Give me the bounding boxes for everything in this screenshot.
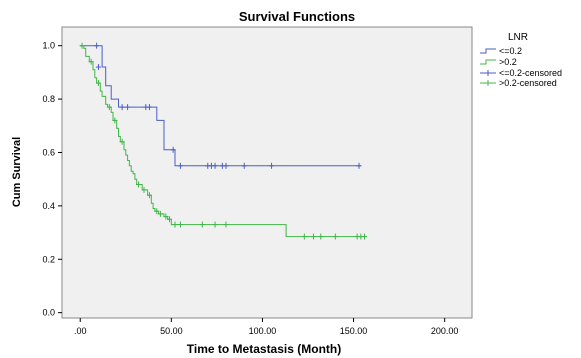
- censor-mark: [332, 233, 338, 240]
- legend: LNR <=0.2>0.2<=0.2-censored>0.2-censored: [480, 32, 562, 88]
- legend-line-swatch: [480, 59, 496, 65]
- censor-mark: [119, 138, 125, 145]
- censor-mark: [167, 216, 173, 223]
- y-tick-label: 0.2: [42, 254, 55, 264]
- censor-mark: [310, 233, 316, 240]
- y-tick-label: 1.0: [42, 41, 55, 51]
- x-tick-label: 50.00: [160, 326, 183, 336]
- plot-area: [61, 26, 473, 319]
- censor-mark: [177, 162, 183, 169]
- censor-mark: [318, 233, 324, 240]
- series-line-1: [80, 45, 361, 167]
- x-axis-label: Time to Metastasis (Month): [187, 342, 341, 356]
- censor-mark: [172, 221, 178, 228]
- censor-mark: [361, 233, 367, 240]
- censor-mark: [141, 186, 147, 193]
- legend-label: <=0.2: [499, 46, 522, 56]
- censor-mark: [146, 104, 152, 111]
- censor-mark: [94, 42, 100, 49]
- legend-title: LNR: [508, 32, 528, 43]
- y-tick-label: 0.4: [42, 201, 55, 211]
- censor-mark: [241, 162, 247, 169]
- censor-mark: [356, 162, 362, 169]
- x-tick-label: .00: [74, 326, 87, 336]
- censor-mark: [146, 192, 152, 199]
- x-tick-label: 200.00: [431, 326, 459, 336]
- x-tick-label: 100.00: [249, 326, 277, 336]
- censor-mark: [95, 80, 101, 87]
- legend-item: <=0.2: [480, 46, 522, 56]
- censor-mark: [106, 104, 112, 111]
- censor-mark: [170, 146, 176, 153]
- series-layer: [79, 42, 367, 240]
- censor-mark: [154, 208, 160, 215]
- censor-mark: [95, 64, 101, 71]
- censor-mark: [212, 162, 218, 169]
- censor-mark: [269, 162, 275, 169]
- legend-line-swatch: [480, 48, 496, 54]
- y-axis-label: Cum Survival: [11, 137, 23, 207]
- censor-mark: [88, 58, 94, 65]
- censor-mark: [125, 104, 131, 111]
- y-tick-label: 0.6: [42, 147, 55, 157]
- censor-mark: [157, 210, 163, 217]
- censor-mark: [112, 117, 118, 124]
- censor-mark: [163, 213, 169, 220]
- legend-label: >0.2: [499, 57, 517, 67]
- censor-mark: [177, 221, 183, 228]
- y-tick-label: 0.8: [42, 94, 55, 104]
- y-tick-label: 0.0: [42, 308, 55, 318]
- chart-title: Survival Functions: [239, 9, 355, 24]
- x-tick-label: 150.00: [340, 326, 368, 336]
- legend-label: <=0.2-censored: [499, 68, 562, 78]
- legend-label: >0.2-censored: [499, 78, 557, 88]
- censor-mark: [223, 162, 229, 169]
- axes: .00 50.00 100.00 150.00 200.00 0.0 0.2 0.4 0.6 0.…: [42, 41, 458, 336]
- censor-mark: [136, 181, 142, 188]
- censor-mark: [79, 42, 85, 49]
- legend-item: >0.2: [480, 57, 517, 67]
- censor-mark: [212, 221, 218, 228]
- censor-mark: [199, 221, 205, 228]
- censor-mark: [119, 104, 125, 111]
- censor-mark: [223, 221, 229, 228]
- censor-mark: [301, 233, 307, 240]
- legend-item: <=0.2-censored: [480, 68, 562, 78]
- legend-item: >0.2-censored: [480, 78, 557, 88]
